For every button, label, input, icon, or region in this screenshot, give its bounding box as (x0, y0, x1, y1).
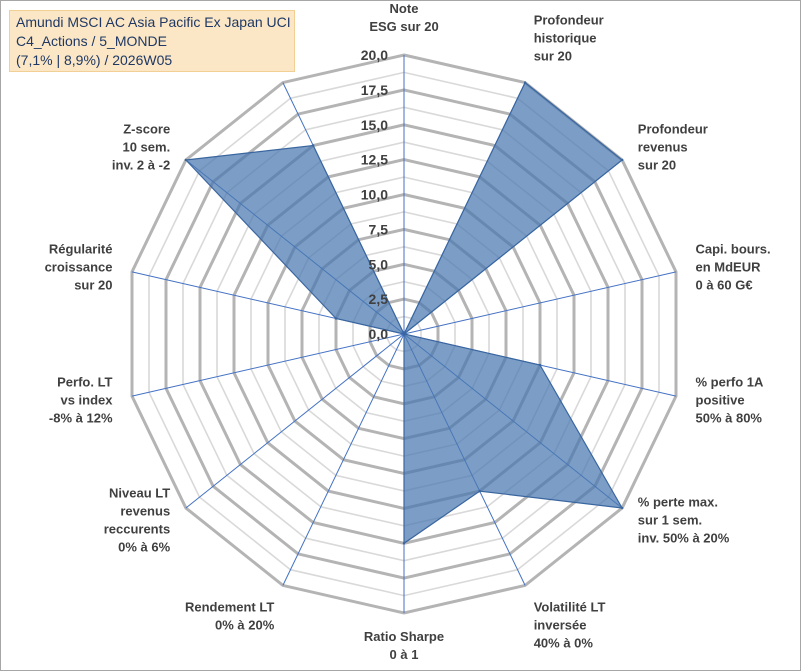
axis-label-line: sur 20 (638, 158, 676, 173)
series-point (538, 363, 542, 367)
axis-label-line: ESG sur 20 (369, 19, 438, 34)
radial-tick-label: 7,5 (369, 221, 389, 237)
axis-label-line: Profondeur (638, 122, 708, 137)
axis-label: Niveau LT revenus reccurents 0% à 6% (104, 485, 171, 554)
radial-tick-label: 15,0 (361, 117, 388, 133)
axis-label-line: inv. 50% à 20% (638, 530, 730, 545)
axis-label: % perfo 1A positive 50% à 80% (696, 375, 765, 426)
axis-label-line: vs index (60, 393, 113, 408)
series-point (523, 81, 527, 84)
axis-label: Z-score 10 sem. inv. 2 à -2 (112, 122, 170, 173)
radial-tick-label: 5,0 (369, 256, 389, 272)
axis-label-line: Niveau LT (109, 485, 170, 500)
axis-label-line: Z-score (123, 122, 170, 137)
axis-label: Perfo. LT vs index -8% à 12% (49, 375, 113, 426)
radial-tick-labels: 0,0 2,5 5,0 7,5 10,0 12,5 15,0 17,5 20,0 (361, 47, 388, 342)
series-point (184, 158, 188, 162)
axis-label-line: % perfo 1A (696, 375, 765, 390)
axis-label: Régularité croissance sur 20 (45, 242, 113, 293)
axis-label-line: revenus (120, 503, 170, 518)
series-point (620, 506, 624, 510)
axis-label-line: Rendement LT (185, 599, 274, 614)
axis-label-line: croissance (45, 260, 113, 275)
axis-label-line: Volatilité LT (534, 599, 606, 614)
axis-label: Profondeur historique sur 20 (534, 13, 604, 64)
axis-label-line: Perfo. LT (57, 375, 112, 390)
axis-label-line: 0 à 1 (390, 647, 419, 662)
axis-label: Ratio Sharpe 0 à 1 (364, 629, 444, 662)
axis-label-line: % perte max. (638, 494, 718, 509)
axis-label: Capi. bours. en MdEUR 0 à 60 G€ (696, 242, 771, 293)
title-line-1: Amundi MSCI AC Asia Pacific Ex Japan UCI (16, 14, 291, 30)
axis-label-line: inversée (534, 617, 587, 632)
axis-label: Profondeur revenus sur 20 (638, 122, 708, 173)
axis-label: Volatilité LT inversée 40% à 0% (534, 599, 606, 650)
series-point (402, 542, 406, 545)
axis-label-line: reccurents (104, 521, 170, 536)
axis-label-line: Profondeur (534, 13, 604, 28)
axis-label-line: Note (390, 1, 419, 16)
axis-label-line: 0% à 6% (118, 539, 170, 554)
axis-label-line: Capi. bours. (696, 242, 771, 257)
axis-label: Rendement LT 0% à 20% (185, 599, 275, 632)
axis-label: Note ESG sur 20 (369, 1, 438, 34)
axis-label-line: sur 1 sem. (638, 512, 702, 527)
axis-label-line: 0% à 20% (215, 617, 275, 632)
series-point (402, 332, 406, 336)
series-point (620, 158, 624, 162)
axis-label-line: revenus (638, 140, 688, 155)
series-point (334, 317, 338, 320)
radial-tick-label: 12,5 (361, 152, 388, 168)
axis-label-line: -8% à 12% (49, 411, 113, 426)
axis-label-line: Régularité (49, 242, 113, 257)
title-line-2: C4_Actions / 5_MONDE (16, 33, 167, 49)
radial-tick-label: 0,0 (369, 326, 389, 342)
axis-label-line: 50% à 80% (696, 411, 763, 426)
axis-label-line: sur 20 (534, 49, 572, 64)
axis-spoke (282, 333, 405, 586)
radial-tick-label: 17,5 (361, 82, 388, 98)
radar-series (184, 81, 624, 545)
axis-label-line: en MdEUR (696, 260, 762, 275)
radial-tick-label: 20,0 (361, 47, 388, 63)
axis-label-line: positive (696, 393, 745, 408)
axis-label-line: inv. 2 à -2 (112, 158, 170, 173)
series-point (312, 144, 315, 147)
axis-spoke (131, 333, 405, 397)
series-point (478, 489, 481, 493)
axis-label: % perte max. sur 1 sem. inv. 50% à 20% (638, 494, 730, 545)
axis-label-line: Ratio Sharpe (364, 629, 444, 644)
title-line-3: (7,1% | 8,9%) / 2026W05 (16, 52, 173, 68)
axis-label-line: historique (534, 31, 597, 46)
axis-label-line: 40% à 0% (534, 635, 594, 650)
axis-spoke (185, 333, 405, 509)
chart-title-box: Amundi MSCI AC Asia Pacific Ex Japan UCI… (9, 10, 295, 72)
axis-label-line: 10 sem. (122, 140, 170, 155)
axis-label-line: 0 à 60 G€ (696, 278, 753, 293)
axis-label-line: sur 20 (74, 278, 112, 293)
radial-tick-label: 10,0 (361, 187, 388, 203)
radial-tick-label: 2,5 (369, 291, 389, 307)
axis-spoke (403, 271, 677, 335)
